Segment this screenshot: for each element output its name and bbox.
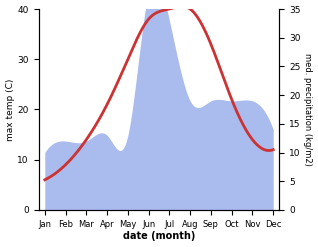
X-axis label: date (month): date (month) [123,231,195,242]
Y-axis label: max temp (C): max temp (C) [5,78,15,141]
Y-axis label: med. precipitation (kg/m2): med. precipitation (kg/m2) [303,53,313,166]
